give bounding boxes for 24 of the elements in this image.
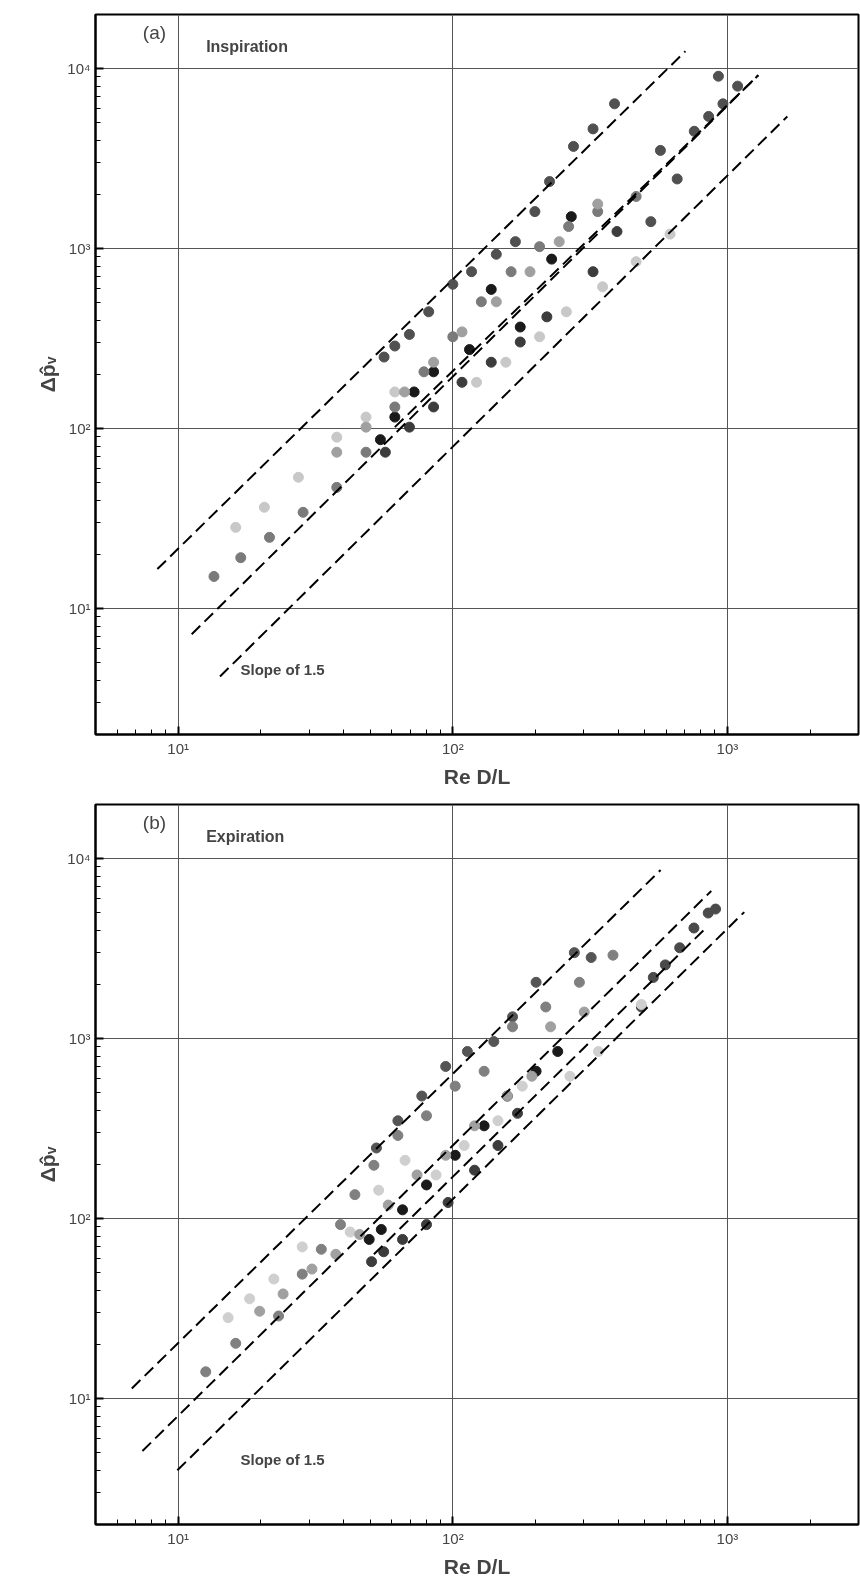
x-tick-label: 10³ xyxy=(716,739,739,757)
y-axis-title: Δp̂ᵥ xyxy=(36,356,60,393)
y-axis-title: Δp̂ᵥ xyxy=(36,1146,60,1183)
y-tick-label: 10³ xyxy=(68,240,91,258)
x-tick-label: 10² xyxy=(441,1529,464,1547)
x-tick-label: 10² xyxy=(441,739,464,757)
annotation: (a) xyxy=(142,22,167,43)
x-tick-label: 10³ xyxy=(716,1529,739,1547)
y-tick-label: 10¹ xyxy=(68,1390,91,1408)
annotation: Slope of 1.5 xyxy=(240,1451,325,1469)
annotation: (b) xyxy=(142,812,167,833)
y-tick-label: 10¹ xyxy=(68,600,91,618)
y-tick-label: 10² xyxy=(68,1210,91,1228)
y-tick-label: 10³ xyxy=(68,1030,91,1048)
x-axis-title: Re D/L xyxy=(443,764,511,788)
y-tick-label: 10⁴ xyxy=(67,60,91,78)
y-tick-label: 10⁴ xyxy=(67,850,91,868)
annotation: Inspiration xyxy=(206,38,288,56)
x-tick-label: 10¹ xyxy=(167,739,190,757)
x-axis-title: Re D/L xyxy=(443,1554,511,1578)
x-tick-label: 10¹ xyxy=(167,1529,190,1547)
y-tick-label: 10² xyxy=(68,420,91,438)
annotation: Slope of 1.5 xyxy=(240,661,325,679)
annotation: Expiration xyxy=(206,828,285,846)
